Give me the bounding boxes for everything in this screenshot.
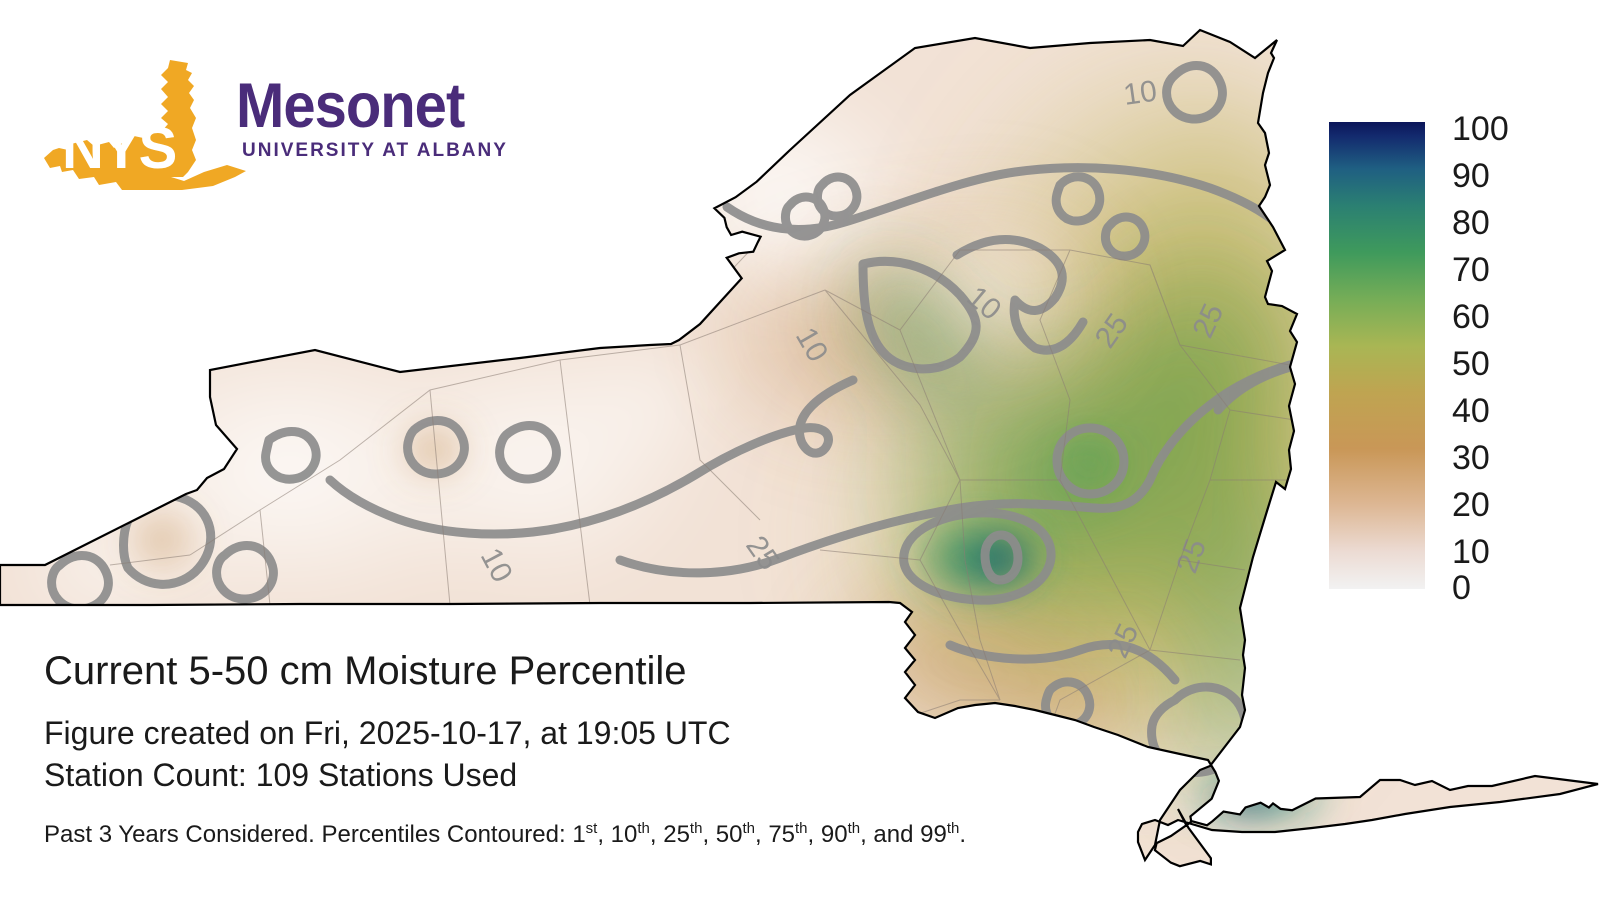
svg-text:40: 40 [1452, 392, 1490, 430]
svg-text:50: 50 [1452, 345, 1490, 383]
svg-text:100: 100 [1452, 110, 1509, 148]
svg-text:80: 80 [1452, 204, 1490, 242]
svg-text:30: 30 [1452, 439, 1490, 477]
svg-text:10: 10 [1452, 533, 1490, 571]
svg-text:70: 70 [1452, 251, 1490, 289]
svg-text:0: 0 [1452, 569, 1471, 607]
svg-text:60: 60 [1452, 298, 1490, 336]
svg-text:10: 10 [1121, 75, 1159, 112]
svg-text:90: 90 [1452, 157, 1490, 195]
svg-text:20: 20 [1452, 486, 1490, 524]
